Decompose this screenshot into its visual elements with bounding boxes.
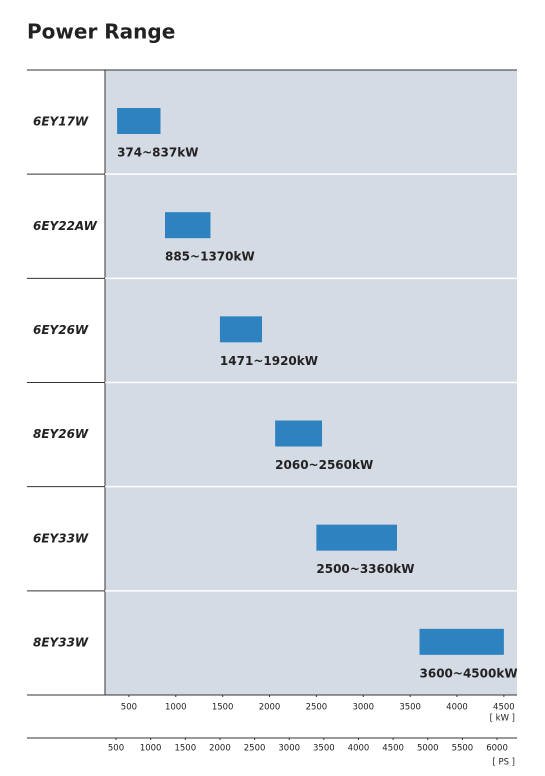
x-tick-label: 500	[121, 703, 137, 713]
row-label: 8EY33W	[33, 635, 89, 649]
range-bar	[419, 628, 504, 655]
x2-tick-label: 3500	[313, 744, 335, 754]
row-label: 6EY17W	[33, 115, 89, 129]
row-label: 6EY33W	[33, 531, 89, 545]
value-label: 1471~1920kW	[220, 354, 318, 368]
range-bar	[316, 524, 398, 551]
x2-tick-label: 1000	[140, 744, 162, 754]
x2-tick-label: 4000	[348, 744, 370, 754]
value-label: 885~1370kW	[165, 250, 255, 264]
x-tick-label: 4000	[446, 703, 468, 713]
x-tick-label: 4500	[493, 703, 515, 713]
x2-tick-label: 5500	[452, 744, 474, 754]
range-bar	[219, 316, 263, 343]
row-label: 8EY26W	[33, 427, 89, 441]
chart-title: Power Range	[27, 20, 175, 44]
value-label: 2060~2560kW	[275, 458, 373, 472]
x-tick-label: 3000	[352, 703, 374, 713]
x-unit: [ kW ]	[490, 714, 515, 724]
x2-tick-label: 3000	[278, 744, 300, 754]
x2-tick-label: 2000	[209, 744, 231, 754]
x-tick-label: 2000	[259, 703, 281, 713]
x-tick-label: 1000	[165, 703, 187, 713]
x2-tick-label: 4500	[382, 744, 404, 754]
x-tick-label: 2500	[306, 703, 328, 713]
value-label: 3600~4500kW	[420, 666, 518, 680]
x2-unit: [ PS ]	[492, 758, 515, 768]
x-tick-label: 3500	[399, 703, 421, 713]
x2-tick-label: 2500	[244, 744, 266, 754]
x2-tick-label: 1500	[174, 744, 196, 754]
x2-tick-label: 6000	[486, 744, 508, 754]
x2-tick-label: 5000	[417, 744, 439, 754]
value-label: 374~837kW	[117, 146, 198, 160]
range-bar	[164, 212, 211, 239]
range-bar	[275, 420, 323, 447]
row-label: 6EY22AW	[33, 219, 98, 233]
x-tick-label: 1500	[212, 703, 234, 713]
x2-tick-label: 500	[108, 744, 124, 754]
value-label: 2500~3360kW	[316, 562, 414, 576]
row-label: 6EY26W	[33, 323, 89, 337]
range-bar	[117, 108, 161, 134]
